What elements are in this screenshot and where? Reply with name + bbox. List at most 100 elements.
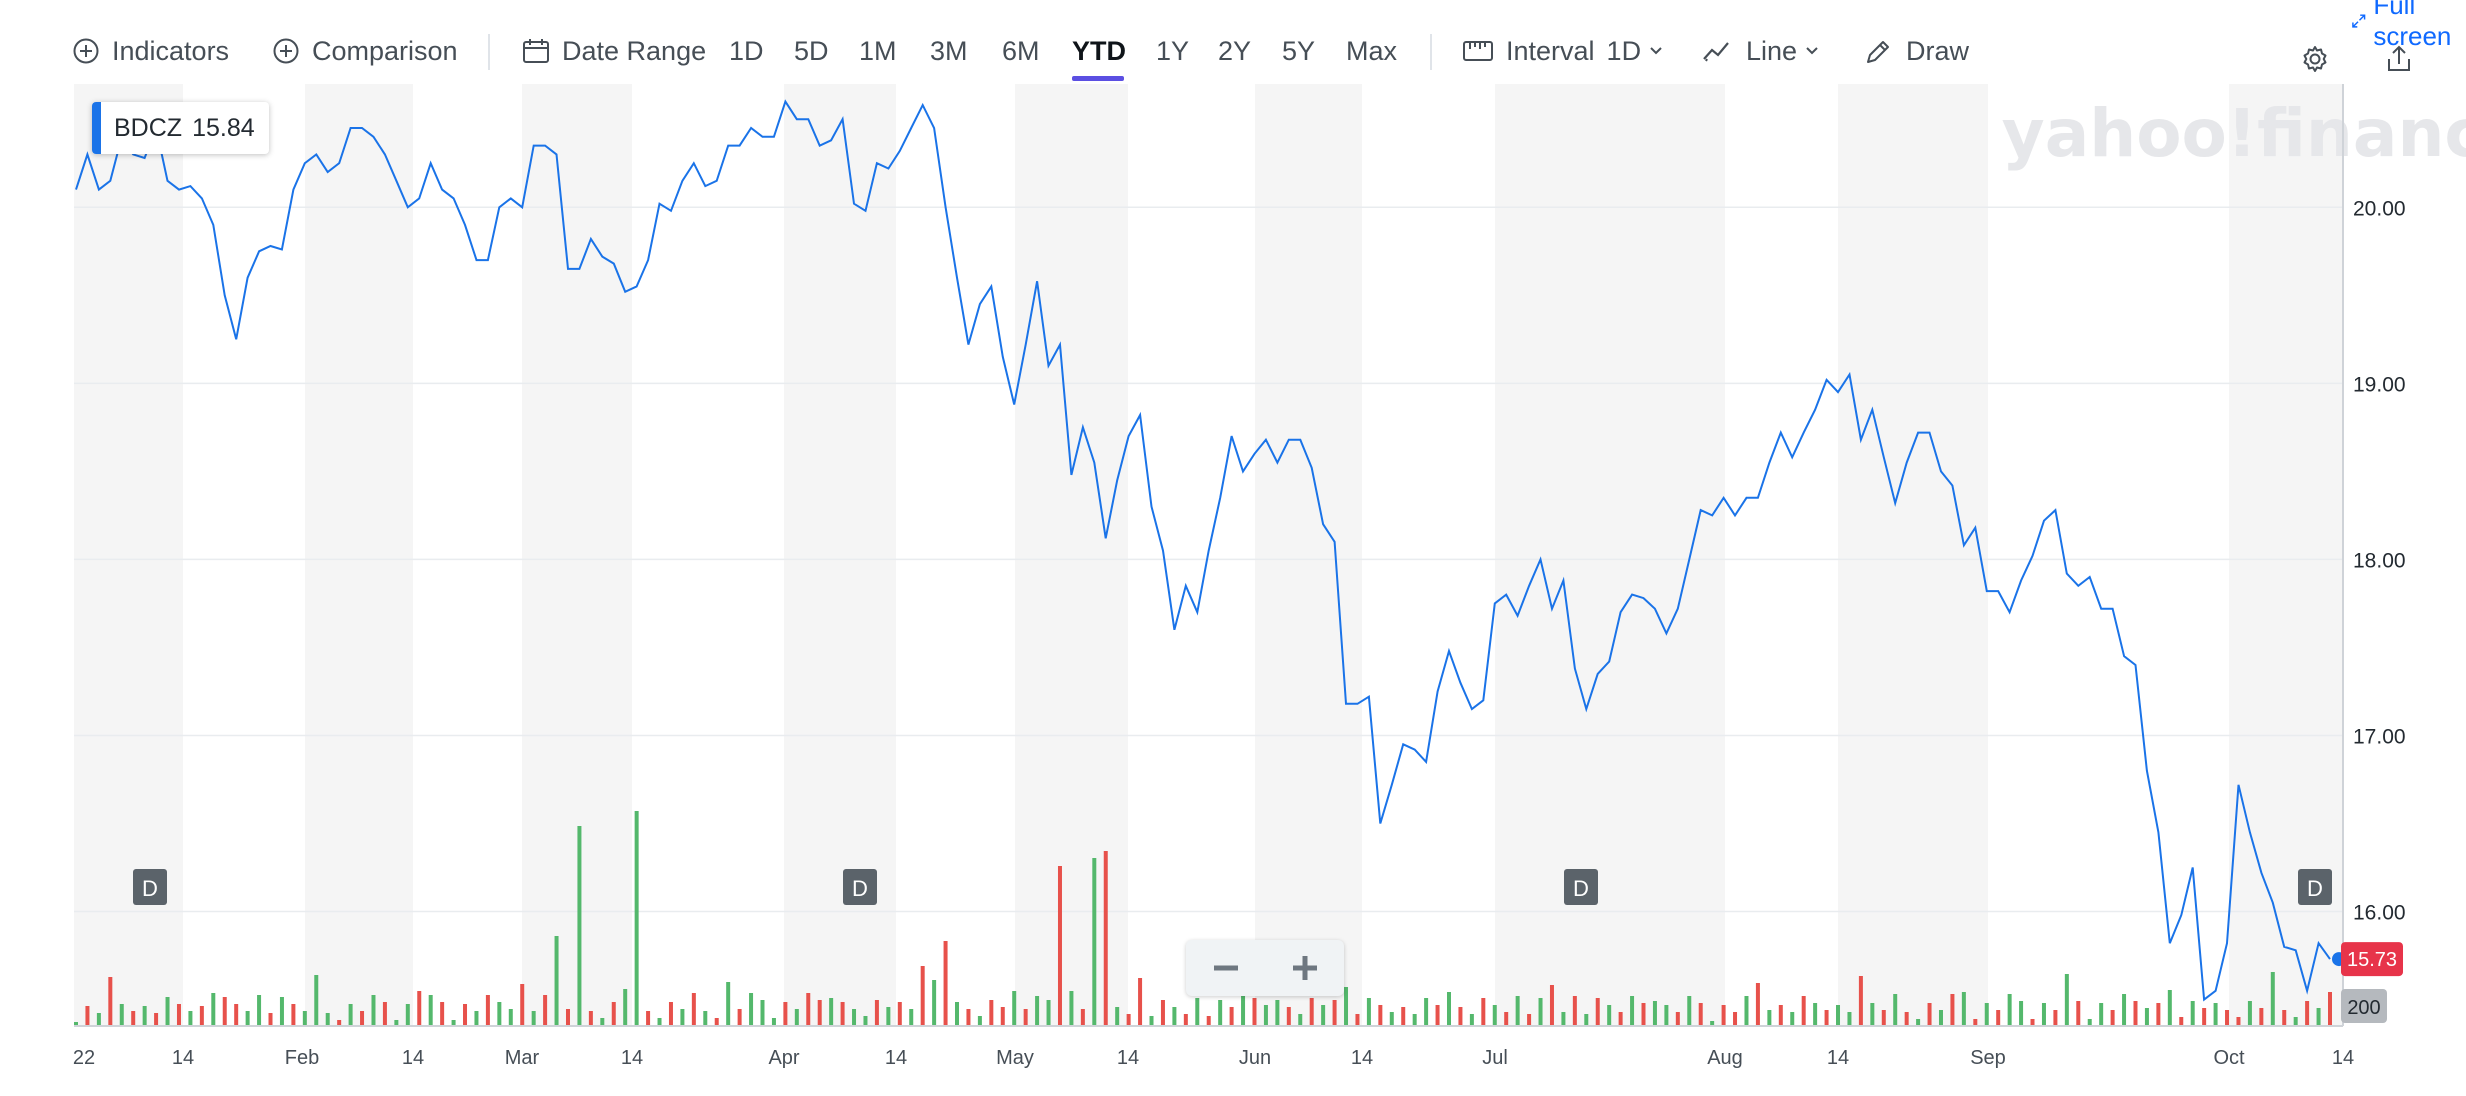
volume-bar (497, 1002, 502, 1026)
range-1m[interactable]: 1M (859, 36, 897, 66)
draw-button[interactable]: Draw (1864, 30, 1969, 72)
volume-bar (771, 1018, 776, 1026)
volume-bar (783, 1002, 788, 1026)
volume-bar (2202, 1008, 2207, 1026)
draw-label: Draw (1906, 35, 1970, 66)
x-axis: 22 14 Feb 14 Mar 14 Apr 14 May 14 Jun 14 Jul Aug 14 Sep… (73, 1047, 2354, 1069)
volume-bar (1973, 1019, 1978, 1026)
volume-bar (154, 1013, 159, 1026)
interval-label: Interval (1506, 35, 1595, 66)
dividend-marker-label: D (852, 876, 868, 901)
ruler-icon (1463, 41, 1493, 61)
volume-bar (2247, 1001, 2252, 1026)
volume-bar (142, 1006, 147, 1026)
volume-bar (1561, 1012, 1566, 1026)
active-range-indicator (1072, 76, 1124, 81)
volume-bar (1664, 1005, 1669, 1026)
range-1y[interactable]: 1Y (1156, 36, 1190, 66)
range-5d[interactable]: 5D (794, 36, 829, 66)
range-1d[interactable]: 1D (729, 36, 764, 66)
volume-bar (1504, 1012, 1509, 1026)
volume-bar (2076, 1001, 2081, 1026)
volume-bar (165, 997, 170, 1026)
volume-bar (1710, 1021, 1715, 1026)
range-ytd[interactable]: YTD (1072, 36, 1126, 66)
volume-bar (1607, 1005, 1612, 1026)
range-6m[interactable]: 6M (1002, 36, 1040, 66)
volume-bar (119, 1004, 124, 1026)
volume-bar (1836, 1005, 1841, 1026)
x-tick-label: 14 (1827, 1047, 1849, 1069)
volume-bar (955, 1002, 960, 1026)
volume-bar (2167, 990, 2172, 1026)
month-bands (74, 84, 2343, 1026)
volume-bar (382, 1002, 387, 1026)
pencil-icon (1867, 41, 1889, 63)
volume-bar (2133, 1001, 2138, 1026)
volume-bar (2064, 974, 2069, 1026)
volume-bar (829, 998, 834, 1026)
calendar-icon (523, 39, 549, 63)
volume-bar (1870, 1003, 1875, 1026)
volume-bar (1847, 1012, 1852, 1026)
volume-bar (1401, 1007, 1406, 1026)
minus-icon (1213, 965, 1238, 971)
volume-bar (2293, 1017, 2298, 1026)
x-tick-label: 14 (2332, 1047, 2354, 1069)
volume-bar (1916, 1019, 1921, 1026)
volume-bar (1046, 1000, 1051, 1026)
volume-bar (291, 1004, 296, 1026)
last-price-tag: 15.73 (2347, 949, 2397, 971)
volume-bar (1424, 998, 1429, 1026)
fullscreen-button[interactable]: Full screen (2350, 0, 2466, 52)
plus-icon (1292, 956, 1317, 980)
x-tick-label: Feb (285, 1047, 319, 1069)
chart-type-button[interactable]: Line (1702, 30, 1819, 72)
volume-bar (554, 936, 559, 1026)
x-tick-label: Oct (2213, 1047, 2245, 1069)
expand-icon (2352, 14, 2366, 28)
volume-bar (920, 966, 925, 1026)
volume-bar (520, 984, 525, 1026)
volume-bar (863, 1016, 868, 1026)
volume-bar (1103, 851, 1108, 1026)
range-2y[interactable]: 2Y (1218, 36, 1252, 66)
volume-bar (1961, 992, 1966, 1026)
y-tick-label: 20.00 (2353, 197, 2406, 220)
range-5y[interactable]: 5Y (1282, 36, 1316, 66)
volume-bar (794, 1009, 799, 1026)
zoom-out-button[interactable] (1186, 940, 1265, 996)
volume-bar (440, 1002, 445, 1026)
volume-bar (1893, 994, 1898, 1026)
volume-bar (852, 1009, 857, 1026)
volume-bar (909, 1009, 914, 1026)
volume-bar (1687, 996, 1692, 1026)
indicators-button[interactable]: Indicators (72, 30, 229, 72)
settings-button[interactable] (2300, 38, 2330, 80)
volume-bar (1515, 996, 1520, 1026)
date-range-button[interactable]: Date Range (522, 30, 706, 72)
month-band (1255, 84, 1362, 1026)
range-max[interactable]: Max (1346, 36, 1398, 66)
volume-bar (1218, 1000, 1223, 1026)
volume-bar (1824, 1010, 1829, 1026)
price-legend[interactable]: BDCZ 15.84 (92, 102, 269, 154)
volume-bar (2030, 1019, 2035, 1026)
volume-bar (485, 995, 490, 1026)
volume-bar (302, 1011, 307, 1026)
volume-bar (1881, 1010, 1886, 1026)
volume-bar (1183, 1014, 1188, 1026)
zoom-in-button[interactable] (1265, 940, 1344, 996)
x-tick-label: Mar (505, 1047, 540, 1069)
month-band (1838, 84, 1988, 1026)
volume-bar (1000, 1007, 1005, 1026)
interval-button[interactable]: Interval 1D (1462, 30, 1663, 72)
volume-bar (2156, 1003, 2161, 1026)
volume-bar (245, 1011, 250, 1026)
dividend-marker (2298, 869, 2332, 905)
comparison-button[interactable]: Comparison (272, 30, 458, 72)
share-button[interactable] (2384, 38, 2414, 80)
range-3m[interactable]: 3M (930, 36, 968, 66)
x-tick-label: 14 (1351, 1047, 1373, 1069)
